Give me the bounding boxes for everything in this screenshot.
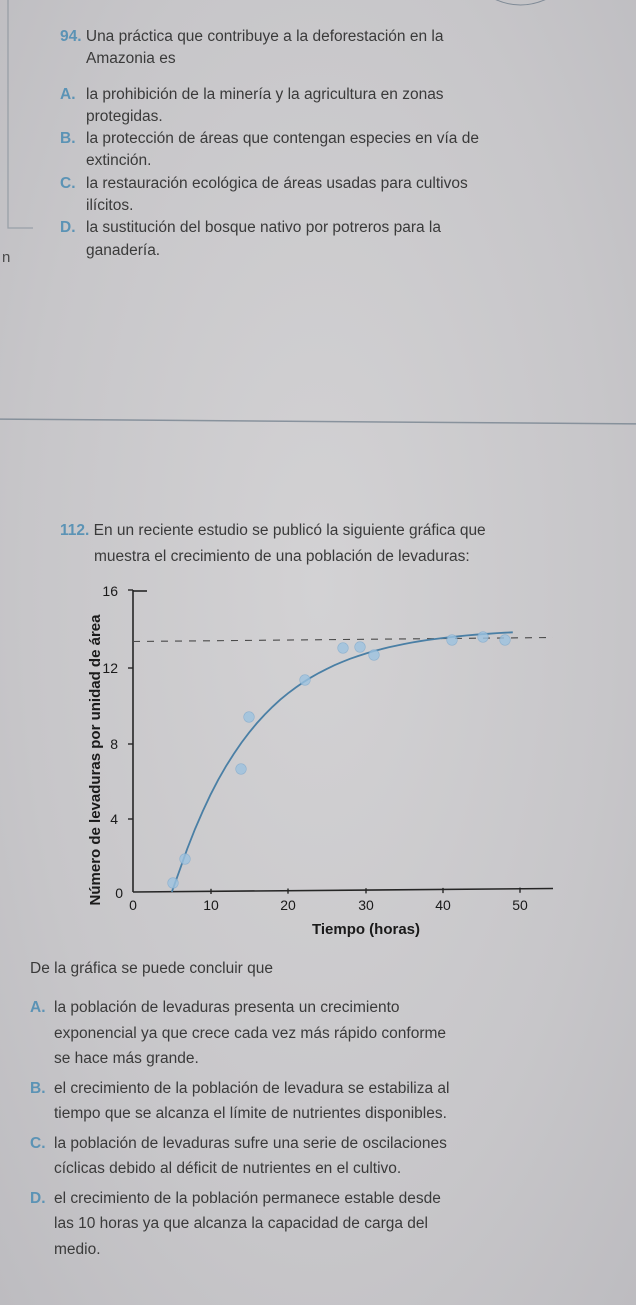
svg-text:50: 50 [512, 897, 528, 913]
svg-text:0: 0 [129, 897, 137, 913]
svg-text:Tiempo (horas): Tiempo (horas) [312, 921, 420, 938]
svg-text:16: 16 [102, 583, 118, 599]
svg-text:20: 20 [280, 897, 296, 913]
svg-text:4: 4 [110, 811, 118, 827]
svg-text:12: 12 [102, 660, 118, 676]
svg-text:10: 10 [203, 897, 219, 913]
svg-text:40: 40 [435, 897, 451, 913]
svg-text:8: 8 [110, 736, 118, 752]
svg-text:30: 30 [358, 897, 374, 913]
svg-text:Número de levaduras por unidad: Número de levaduras por unidad de área [87, 614, 104, 906]
svg-text:0: 0 [115, 885, 123, 901]
